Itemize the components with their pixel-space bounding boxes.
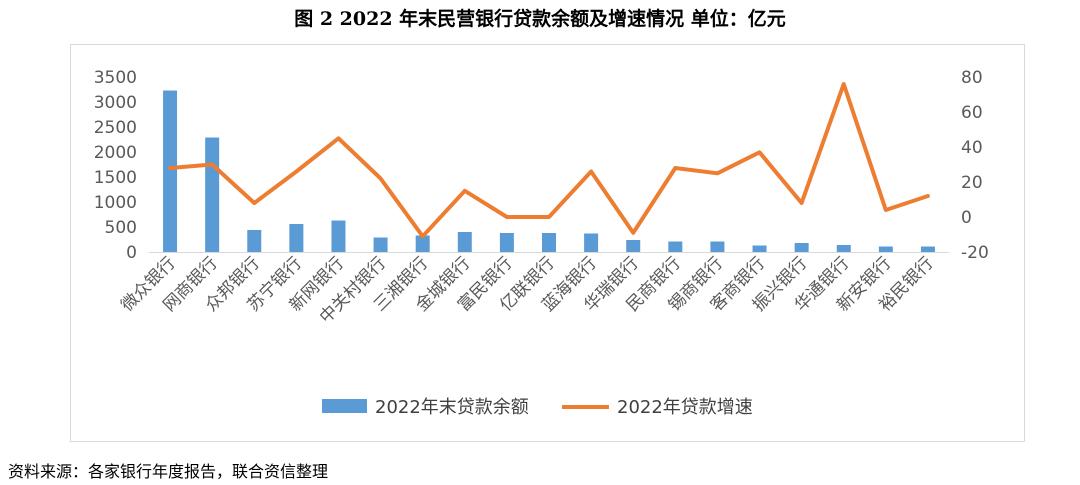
bar-6 — [373, 237, 388, 252]
bar-15 — [752, 245, 767, 252]
bar-9 — [499, 233, 514, 252]
bar-11 — [584, 233, 599, 252]
y-right-tick-label: 0 — [961, 208, 972, 228]
y-left-tick-label: 1000 — [94, 193, 137, 213]
y-right-tick-label: -20 — [961, 243, 989, 263]
growth-line — [168, 82, 930, 239]
y-left-tick-label: 2000 — [94, 143, 137, 163]
y-right-tick-label: 20 — [961, 173, 983, 193]
legend-line-label: 2022年贷款增速 — [617, 397, 753, 418]
bar-3 — [247, 230, 262, 252]
bar-12 — [626, 240, 641, 252]
legend-bar-label: 2022年末贷款余额 — [375, 397, 529, 418]
chart-title: 图 2 2022 年末民营银行贷款余额及增速情况 单位：亿元 — [294, 8, 786, 30]
y-left-tick-label: 500 — [105, 218, 137, 238]
y-left-tick-label: 3000 — [94, 93, 137, 113]
bar-14 — [710, 241, 725, 252]
y-left-tick-label: 0 — [126, 243, 137, 263]
bar-1 — [163, 90, 178, 252]
y-left-tick-label: 3500 — [94, 68, 137, 88]
y-right-tick-label: 40 — [961, 138, 983, 158]
bar-4 — [289, 224, 304, 252]
bar-19 — [920, 246, 935, 252]
y-right-tick-label: 80 — [961, 68, 983, 88]
y-left-tick-label: 1500 — [94, 168, 137, 188]
y-left-tick-label: 2500 — [94, 118, 137, 138]
bar-2 — [205, 137, 220, 252]
bar-7 — [415, 235, 430, 252]
bar-17 — [836, 245, 851, 252]
chart-svg: 0 500 1000 1500 2000 2500 3000 3500 -20 0 20 40 60 80… — [94, 68, 989, 418]
bar-16 — [794, 243, 809, 252]
bar-13 — [668, 241, 683, 252]
source-note: 资料来源：各家银行年度报告，联合资信整理 — [8, 462, 329, 481]
chart-frame: 0 500 1000 1500 2000 2500 3000 3500 -20 0 20 40 60 80… — [70, 44, 1025, 442]
legend-bar-swatch — [322, 399, 367, 413]
bar-5 — [331, 220, 346, 252]
bar-10 — [542, 233, 556, 252]
bar-18 — [878, 246, 893, 252]
bar-8 — [457, 232, 472, 252]
y-right-tick-label: 60 — [961, 103, 983, 123]
